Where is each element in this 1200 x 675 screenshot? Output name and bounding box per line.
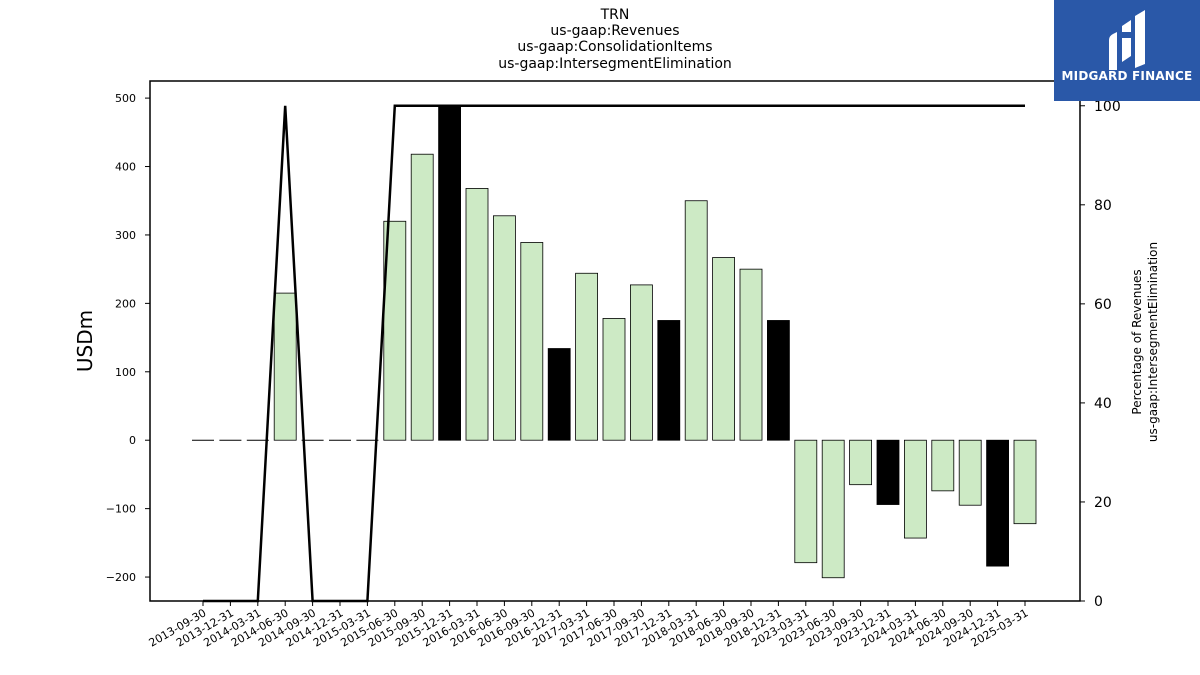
bar [684, 200, 708, 441]
bar [849, 439, 872, 486]
y-tick-label: 0 [129, 434, 136, 447]
bar [520, 242, 544, 441]
bar [383, 220, 407, 441]
y2-tick-label: 60 [1094, 297, 1112, 313]
bar [438, 104, 462, 441]
bar [547, 348, 571, 441]
y-tick-label: 300 [115, 229, 136, 242]
bar [712, 257, 735, 441]
bar [410, 153, 434, 441]
bar [465, 188, 489, 441]
bar [602, 318, 626, 441]
bar [904, 439, 927, 539]
y-tick-label: −200 [106, 571, 136, 584]
bar [821, 439, 845, 579]
chart-title-line-4: us-gaap:IntersegmentElimination [498, 56, 732, 72]
y-tick-label: 100 [115, 366, 136, 379]
bar [273, 292, 297, 441]
y-tick-label: −100 [106, 503, 136, 516]
y-tick-label: 500 [115, 92, 136, 105]
bar [958, 439, 982, 506]
bar [876, 439, 900, 505]
bar [986, 439, 1009, 567]
bar [492, 215, 516, 441]
y2-axis-label-line-1: Percentage of Revenues [1130, 269, 1144, 414]
bar [739, 268, 763, 441]
plot-frame [149, 80, 1081, 602]
chart-title-line-1: TRN [600, 7, 630, 23]
y2-tick-label: 100 [1094, 99, 1121, 115]
bar [575, 272, 598, 441]
bar [630, 284, 653, 441]
y-tick-label: 200 [115, 297, 136, 310]
y2-tick-label: 80 [1094, 198, 1112, 214]
bar [657, 320, 681, 441]
bar [1013, 439, 1037, 525]
bar [767, 320, 790, 441]
chart-title-line-2: us-gaap:Revenues [550, 23, 680, 39]
bar [794, 439, 818, 564]
chart-title-line-3: us-gaap:ConsolidationItems [517, 39, 713, 55]
brand-logo: MIDGARD FINANCE [1054, 0, 1200, 101]
y-axis-label: USDm [73, 310, 97, 372]
brand-name: MIDGARD FINANCE [1061, 69, 1193, 83]
y2-tick-label: 0 [1094, 594, 1103, 610]
logo-mark-icon [1109, 10, 1145, 70]
y-tick-label: 400 [115, 161, 136, 174]
y2-axis-label-line-2: us-gaap:IntersegmentElimination [1146, 242, 1160, 442]
bar [931, 439, 955, 492]
y2-tick-label: 40 [1094, 396, 1112, 412]
y2-tick-label: 20 [1094, 495, 1112, 511]
